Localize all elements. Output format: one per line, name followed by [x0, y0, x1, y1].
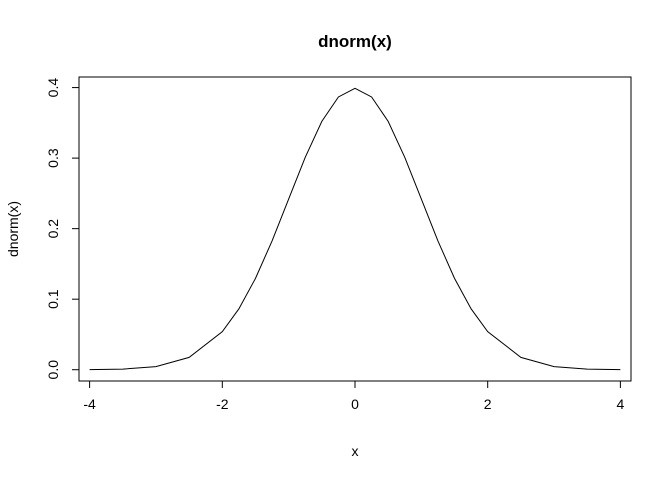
- x-tick-label: 4: [616, 396, 624, 412]
- y-tick-label: 0.1: [45, 289, 61, 309]
- y-tick-label: 0.3: [45, 148, 61, 168]
- x-tick-label: -2: [216, 396, 229, 412]
- y-tick-label: 0.2: [45, 219, 61, 239]
- x-axis-label: x: [352, 443, 359, 459]
- x-tick-label: -4: [83, 396, 96, 412]
- x-tick-label: 2: [484, 396, 492, 412]
- x-axis: -4 -2 0 2 4: [83, 380, 624, 412]
- chart-title: dnorm(x): [318, 32, 392, 51]
- y-tick-label: 0.4: [45, 78, 61, 98]
- plot-frame: [78, 76, 632, 382]
- y-tick-label: 0.0: [45, 360, 61, 380]
- y-axis-label: dnorm(x): [5, 201, 21, 257]
- series-line: [89, 87, 621, 371]
- y-axis: 0.0 0.1 0.2 0.3 0.4: [45, 78, 80, 380]
- x-tick-label: 0: [351, 396, 359, 412]
